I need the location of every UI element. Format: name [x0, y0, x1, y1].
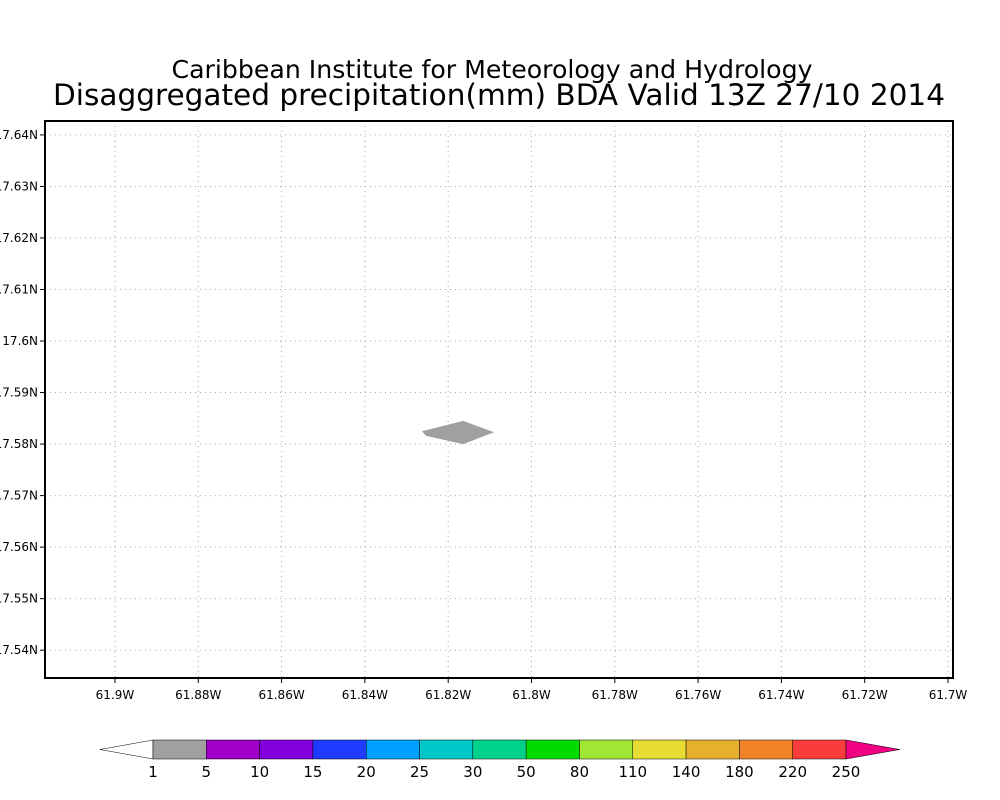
colorbar-label: 15 — [303, 763, 322, 781]
y-tick-label: 17.54N — [0, 643, 38, 657]
y-tick-label: 17.61N — [0, 282, 38, 296]
colorbar-label: 30 — [463, 763, 482, 781]
colorbar-box — [792, 739, 847, 760]
precip-area — [421, 420, 495, 445]
colorbar-label: 250 — [832, 763, 861, 781]
x-tick-label: 61.8W — [512, 688, 551, 702]
x-tick-label: 61.86W — [258, 688, 304, 702]
colorbar-label: 140 — [672, 763, 701, 781]
y-tick-label: 17.59N — [0, 386, 38, 400]
x-tick-label: 61.82W — [425, 688, 471, 702]
colorbar-arrow — [99, 739, 154, 760]
y-tick-label: 17.55N — [0, 592, 38, 606]
chart-subtitle: Disaggregated precipitation(mm) BDA Vali… — [53, 78, 945, 112]
y-tick-label: 17.58N — [0, 437, 38, 451]
colorbar-box — [525, 739, 580, 760]
colorbar-label: 1 — [148, 763, 158, 781]
colorbar-box — [632, 739, 687, 760]
x-tick-label: 61.74W — [758, 688, 804, 702]
y-tick-label: 17.56N — [0, 540, 38, 554]
colorbar-label: 180 — [725, 763, 754, 781]
colorbar-box — [739, 739, 793, 760]
colorbar-label: 25 — [410, 763, 429, 781]
colorbar-box — [152, 739, 207, 760]
colorbar-box — [312, 739, 367, 760]
x-tick-label: 61.88W — [175, 688, 221, 702]
x-tick-label: 61.9W — [96, 688, 135, 702]
x-tick-label: 61.72W — [842, 688, 888, 702]
x-tick-label: 61.7W — [929, 688, 968, 702]
colorbar-box — [419, 739, 474, 760]
colorbar-label: 80 — [570, 763, 589, 781]
x-tick-label: 61.78W — [592, 688, 638, 702]
y-tick-label: 17.57N — [0, 489, 38, 503]
colorbar-label: 10 — [250, 763, 269, 781]
colorbar-box — [579, 739, 634, 760]
x-tick-label: 61.76W — [675, 688, 721, 702]
colorbar-label: 50 — [517, 763, 536, 781]
colorbar-box — [206, 739, 260, 760]
colorbar-label: 5 — [202, 763, 212, 781]
colorbar-box — [472, 739, 527, 760]
colorbar-label: 220 — [778, 763, 807, 781]
colorbar-label: 110 — [618, 763, 647, 781]
colorbar-box — [259, 739, 314, 760]
y-tick-label: 17.64N — [0, 128, 38, 142]
colorbar-label: 20 — [357, 763, 376, 781]
chart-title: Caribbean Institute for Meteorology and … — [172, 55, 813, 84]
colorbar-box — [685, 739, 740, 760]
y-tick-label: 17.62N — [0, 231, 38, 245]
y-tick-label: 17.63N — [0, 179, 38, 193]
x-tick-label: 61.84W — [342, 688, 388, 702]
colorbar-arrow — [845, 739, 901, 760]
colorbar-box — [365, 739, 420, 760]
y-tick-label: 17.6N — [2, 334, 38, 348]
plot-frame — [44, 120, 954, 679]
